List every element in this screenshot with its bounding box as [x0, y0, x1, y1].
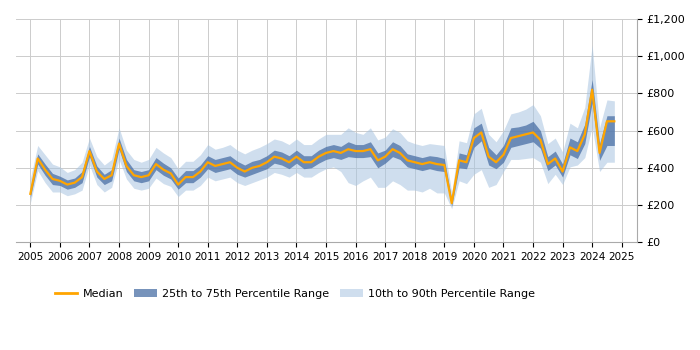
- Median: [447, 201, 456, 205]
- Median: [403, 158, 412, 162]
- Median: [285, 160, 293, 164]
- Median: [551, 156, 559, 161]
- Legend: Median, 25th to 75th Percentile Range, 10th to 90th Percentile Range: Median, 25th to 75th Percentile Range, 1…: [50, 285, 540, 303]
- Median: [610, 119, 619, 124]
- Median: [26, 192, 34, 196]
- Median: [381, 155, 389, 159]
- Median: [426, 160, 434, 164]
- Median: [588, 88, 596, 92]
- Median: [374, 158, 382, 162]
- Line: Median: Median: [30, 90, 615, 203]
